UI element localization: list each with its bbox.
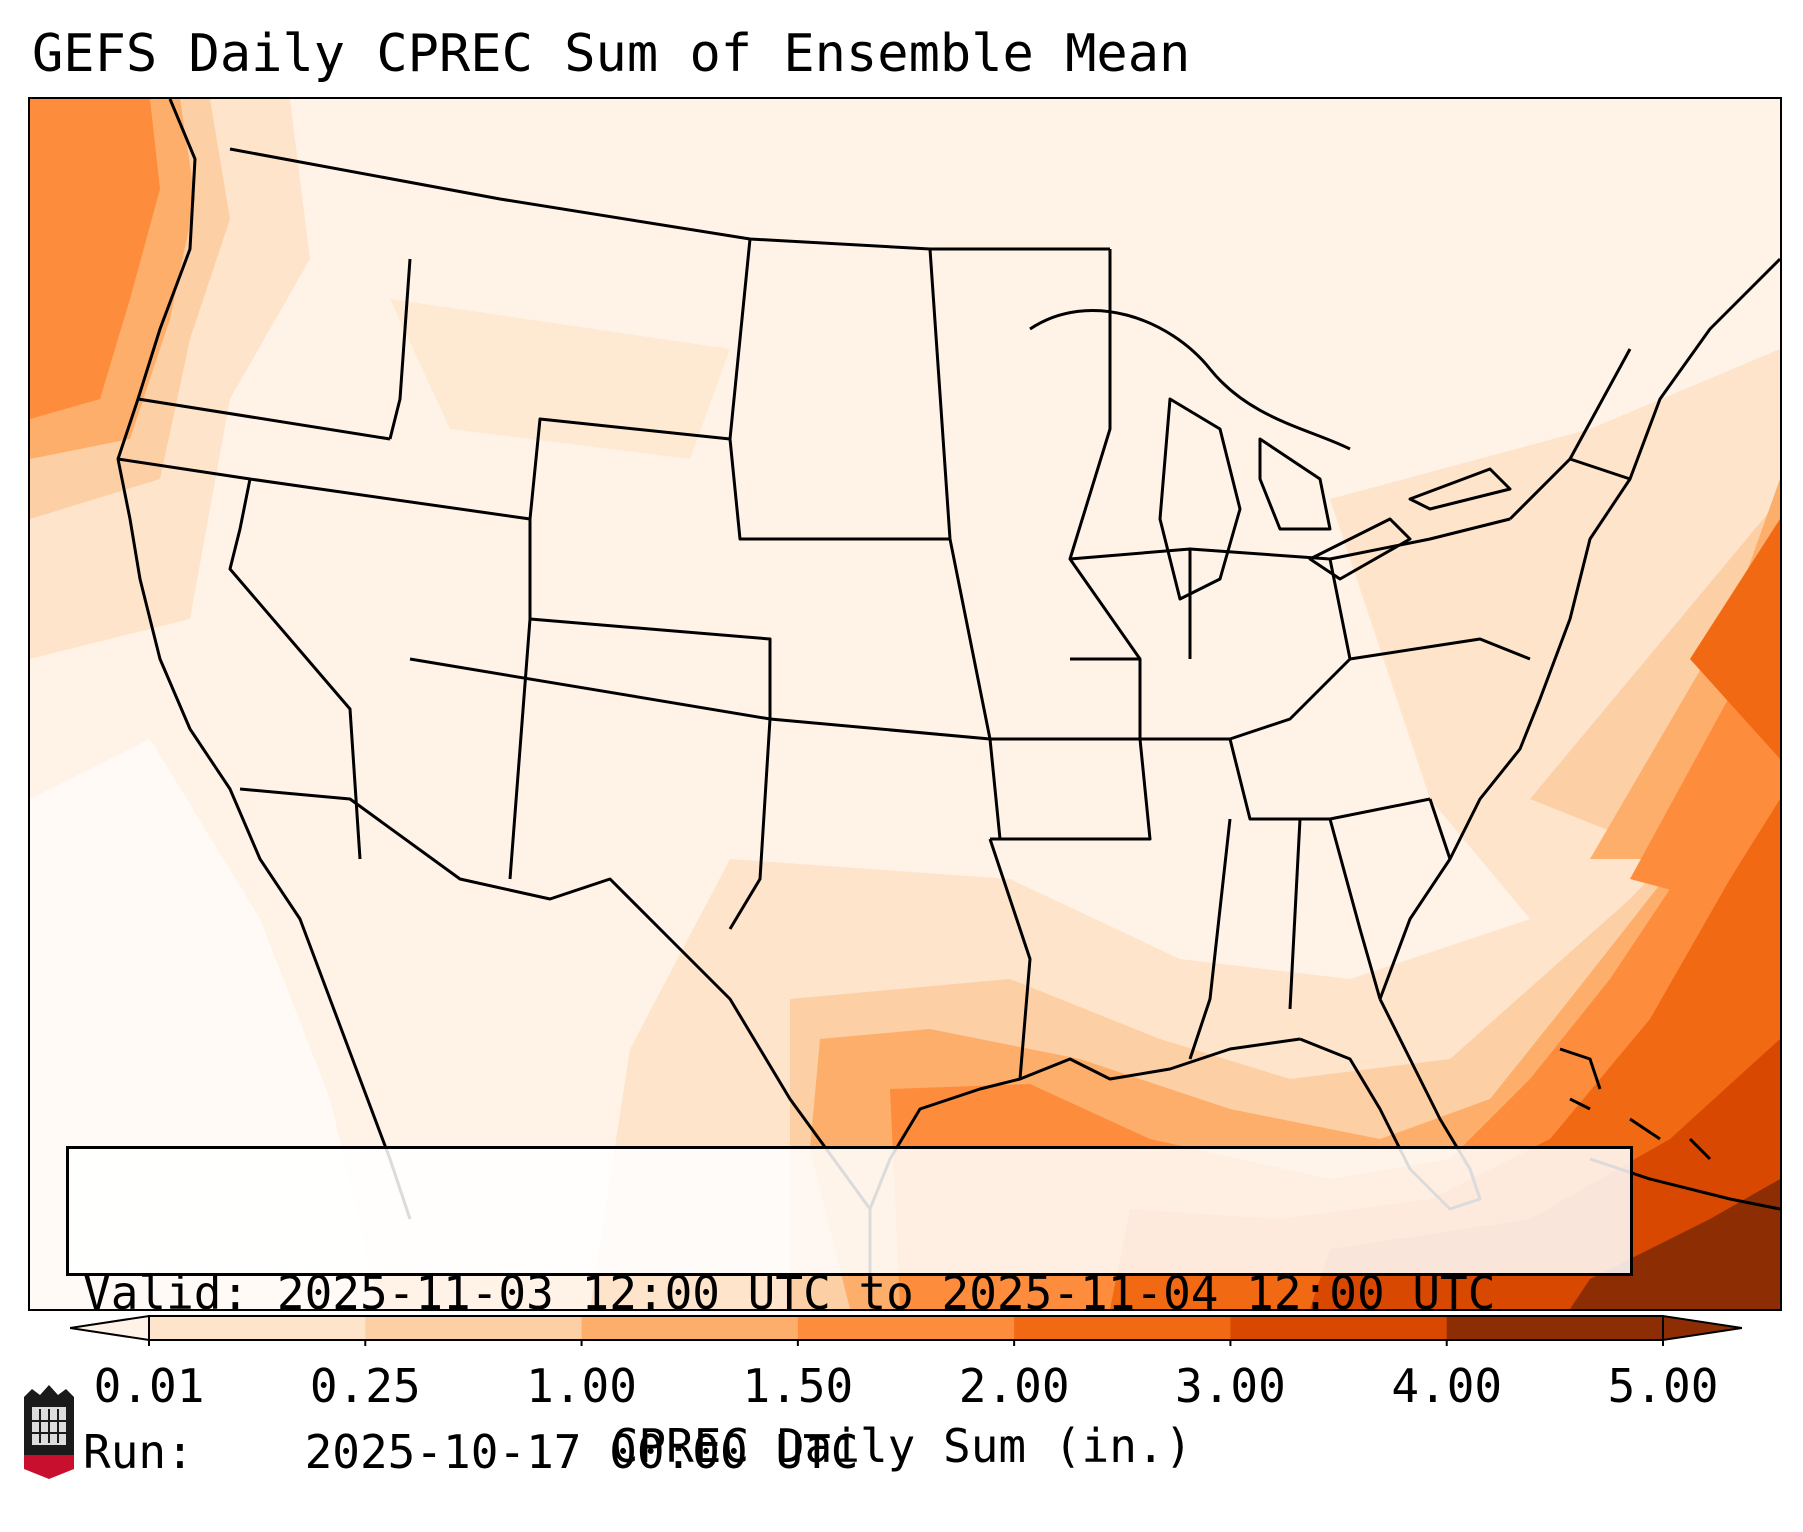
colorbar-segment <box>1014 1316 1231 1340</box>
colorbar-tick-label: 5.00 <box>1607 1359 1719 1413</box>
colorbar-segment <box>581 1316 799 1340</box>
colorbar-tick-label: 0.25 <box>309 1359 421 1413</box>
mexico-border <box>239 787 872 1210</box>
lake-superior <box>1029 308 1351 451</box>
caribbean-max <box>1570 1179 1780 1309</box>
colorbar-tick-label: 0.01 <box>93 1359 205 1413</box>
valid-line: Valid: 2025-11-03 12:00 UTC to 2025-11-0… <box>83 1267 1616 1320</box>
colorbar-tick-label: 1.00 <box>526 1359 637 1413</box>
run-line: Run: 2025-10-17 00:00 UTC <box>83 1426 1616 1479</box>
map-panel <box>28 97 1782 1311</box>
valid-value: 2025-11-03 12:00 UTC to 2025-11-04 12:00… <box>276 1266 1496 1320</box>
atlantic-max <box>1690 519 1780 759</box>
run-value: 2025-10-17 00:00 UTC <box>304 1425 859 1479</box>
validity-info-box: Valid: 2025-11-03 12:00 UTC to 2025-11-0… <box>66 1146 1633 1479</box>
colorbar-segment <box>149 1316 366 1340</box>
niu-logo <box>24 1385 74 1479</box>
colorbar-segment <box>1230 1316 1448 1340</box>
colorbar-extend-max <box>1662 1314 1742 1342</box>
colorbar-tick-label: 3.00 <box>1175 1359 1286 1413</box>
colorbar-tick-label: 1.50 <box>742 1359 854 1413</box>
lake-huron <box>1258 437 1332 531</box>
colorbar-segments <box>148 1315 1664 1341</box>
colorbar-tick-label: 2.00 <box>958 1359 1070 1413</box>
colorbar-label: CPREC Daily Sum (in.) <box>610 1419 1193 1473</box>
colorbar-segment <box>365 1316 583 1340</box>
precip-map <box>30 99 1780 1309</box>
colorbar <box>70 1314 1742 1346</box>
atlantic-core <box>1630 559 1780 919</box>
west-coast <box>116 99 412 1220</box>
logo-shield <box>24 1455 74 1479</box>
valid-label: Valid: <box>83 1266 250 1320</box>
chart-title: GEFS Daily CPREC Sum of Ensemble Mean <box>32 24 1191 84</box>
colorbar-ticks <box>148 1340 1664 1346</box>
nw-coast-core <box>30 99 160 419</box>
colorbar-tick-label: 4.00 <box>1391 1359 1503 1413</box>
lake-michigan <box>1158 397 1242 601</box>
interior-light-area <box>390 299 730 459</box>
boundaries <box>116 99 1780 1299</box>
colorbar-segment <box>1446 1316 1664 1340</box>
run-label: Run: <box>83 1425 194 1479</box>
lake-ontario <box>1408 467 1512 511</box>
colorbar-extend-min <box>70 1314 150 1342</box>
east-coast <box>1378 257 1780 1000</box>
lake-erie <box>1308 517 1412 581</box>
colorbar-segment <box>797 1316 1015 1340</box>
